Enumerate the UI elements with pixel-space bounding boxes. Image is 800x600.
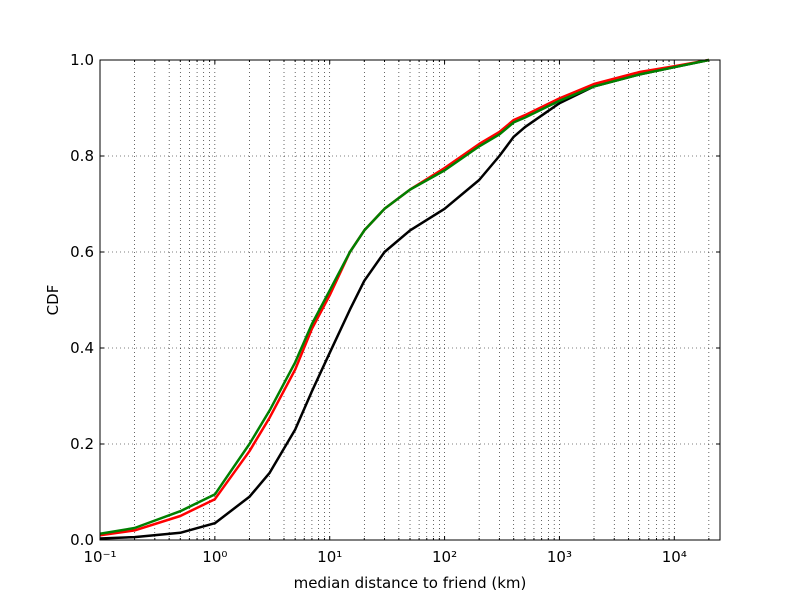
x-axis-label: median distance to friend (km) (294, 574, 527, 592)
y-tick-label: 0.6 (70, 243, 94, 261)
x-tick-label: 10⁻¹ (83, 548, 116, 566)
y-tick-label: 0.8 (70, 147, 94, 165)
x-tick-label: 10⁰ (202, 548, 227, 566)
y-tick-label: 0.4 (70, 339, 94, 357)
plot-frame (99, 59, 721, 541)
series-line (99, 58, 710, 540)
y-axis-label: CDF (44, 285, 62, 316)
x-tick-label: 10⁴ (662, 548, 687, 566)
x-tick-label: 10² (432, 548, 457, 566)
x-tick-label: 10¹ (317, 548, 342, 566)
y-tick-label: 0.0 (70, 531, 94, 549)
series-line (99, 58, 710, 535)
x-tick-label: 10³ (547, 548, 572, 566)
y-tick-label: 1.0 (70, 51, 94, 69)
y-tick-label: 0.2 (70, 435, 94, 453)
